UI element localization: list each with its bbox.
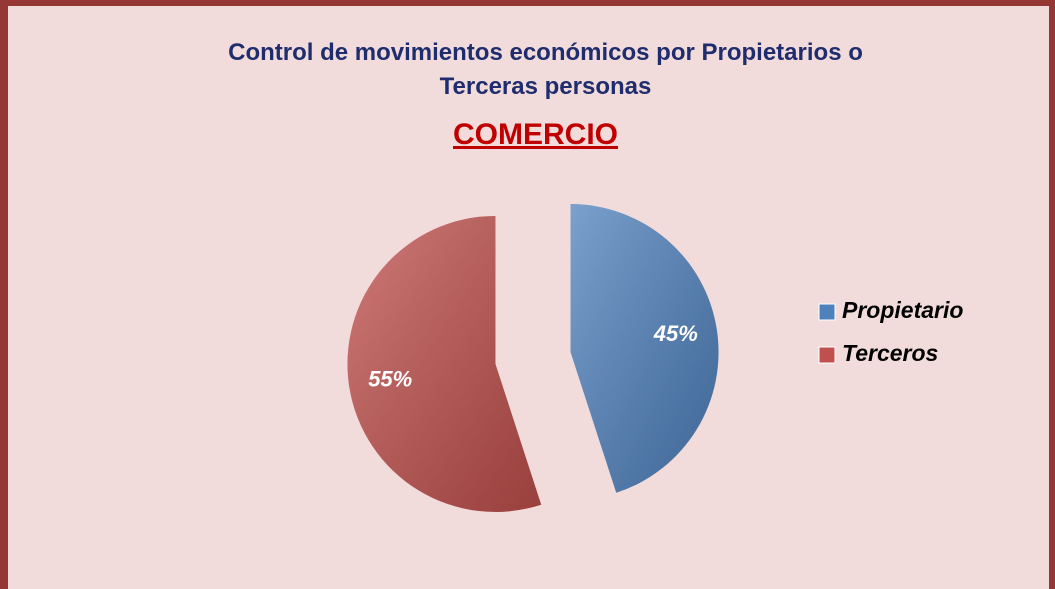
legend-swatch <box>818 346 836 364</box>
legend-swatch <box>818 303 836 321</box>
data-label: 55% <box>368 366 412 391</box>
legend-label: Terceros <box>842 340 938 366</box>
title-box: Control de movimientos económicos por Pr… <box>108 36 983 104</box>
data-label: 45% <box>653 321 698 346</box>
chart-title: Control de movimientos económicos por Pr… <box>228 39 863 100</box>
chart-subtitle: COMERCIO <box>453 118 618 151</box>
slice-shading <box>570 204 719 493</box>
legend-label: Propietario <box>842 297 963 323</box>
slice-shading <box>347 215 542 512</box>
